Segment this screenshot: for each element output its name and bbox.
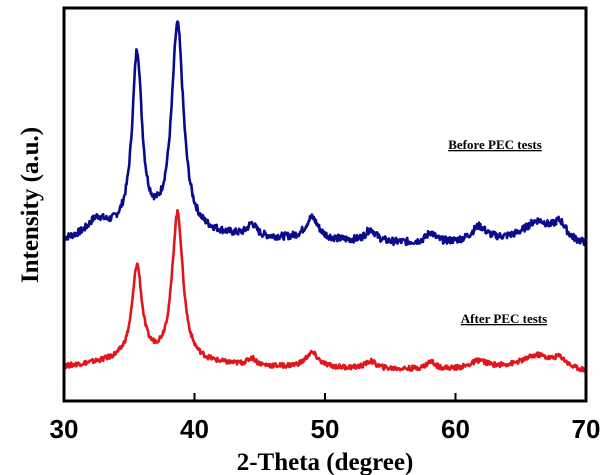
x-tick-label: 50: [311, 414, 340, 444]
annotation-before: Before PEC tests: [448, 137, 542, 152]
x-tick-label: 60: [441, 414, 470, 444]
series-layer: [62, 20, 588, 373]
x-tick-label: 30: [50, 414, 79, 444]
x-tick-label: 70: [572, 414, 601, 444]
annotations: Before PEC tests After PEC tests: [448, 137, 547, 326]
x-tick-label: 40: [180, 414, 209, 444]
series-line-after: [62, 208, 588, 373]
x-axis-title: 2-Theta (degree): [237, 449, 414, 475]
plot-frame: [62, 6, 588, 403]
x-ticks: 30 40 50 60 70: [50, 393, 601, 444]
series-line-before: [63, 20, 587, 247]
y-axis-title: Intensity (a.u.): [17, 127, 44, 283]
annotation-after: After PEC tests: [461, 311, 547, 326]
